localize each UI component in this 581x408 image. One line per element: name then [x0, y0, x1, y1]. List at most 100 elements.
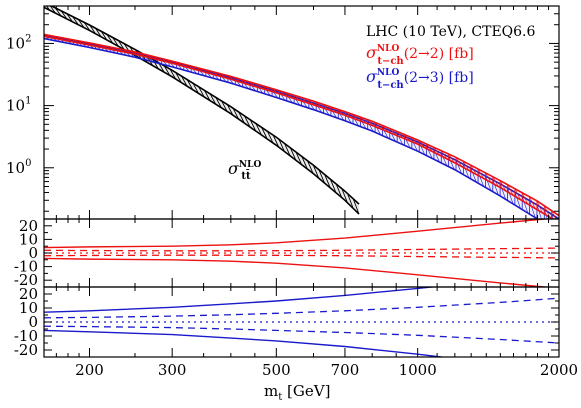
y-tick-label: 101 — [6, 96, 31, 115]
ratio-2to3-panel-frame — [43, 286, 560, 358]
hatch-line — [544, 209, 548, 219]
ratio-y-tick-label: -10 — [14, 258, 38, 276]
ratio-dashed-lower — [44, 325, 559, 344]
x-tick-label: 200 — [75, 361, 104, 379]
hatch-line — [226, 104, 234, 116]
ratio-y-tick-label: 0 — [28, 244, 38, 262]
hatch-line — [324, 174, 331, 189]
hatch-line — [536, 200, 543, 214]
hatch-line — [261, 127, 268, 140]
hatch-line — [536, 204, 542, 219]
hatch-line — [551, 210, 557, 219]
ratio-2to3-panel-series — [44, 287, 559, 357]
hatch-line — [198, 86, 205, 98]
ratio-solid-upper — [44, 219, 552, 249]
hatch-line — [463, 161, 470, 171]
hatch-line — [448, 153, 455, 163]
hatch-line — [433, 149, 440, 163]
hatch-line — [295, 151, 303, 165]
hatch-line — [477, 168, 484, 179]
band-fill-2to3 — [44, 35, 559, 219]
hatch-line — [152, 59, 159, 70]
x-tick-label: 500 — [262, 361, 291, 379]
band-upper-2to3 — [44, 34, 559, 219]
hatch-line — [485, 175, 492, 191]
ratio-dashed-upper — [44, 297, 559, 319]
ratio-y-tick-label: 20 — [19, 217, 38, 235]
axis-ticks: 200 300 500 700 1000 200010210110020100-10-20… — [6, 5, 578, 379]
hatch-line — [249, 119, 257, 132]
y-tick-label: 102 — [6, 33, 31, 52]
hatch-line — [455, 160, 462, 174]
hatch-line — [521, 192, 529, 205]
hatch-line — [112, 37, 119, 47]
x-tick-label: 2000 — [540, 361, 578, 379]
ratio-2to2-panel-series — [44, 219, 559, 287]
legend-entry-2to3: σNLO t−ch(2→3) [fb] — [366, 67, 474, 91]
band-hatch-2to3 — [44, 35, 554, 219]
hatch-line — [163, 65, 171, 76]
legend: LHC (10 TeV), CTEQ6.6 σNLO t−ch(2→2) [fb]… — [366, 24, 536, 91]
hatch-line — [232, 107, 240, 120]
hatch-line — [100, 31, 108, 41]
ratio-dashed-lower — [44, 254, 559, 259]
hatch-line — [485, 172, 492, 183]
hatch-line — [455, 157, 462, 167]
hatch-line — [477, 171, 484, 187]
hatch-line — [529, 200, 536, 218]
hatch-line — [341, 188, 348, 203]
ratio-y-tick-label: -20 — [14, 341, 38, 359]
ratio-solid-lower — [44, 329, 448, 357]
hatch-line — [492, 176, 499, 187]
hatch-line — [284, 143, 291, 157]
hatch-line — [307, 160, 314, 174]
hatch-line — [347, 193, 354, 209]
hatch-line — [244, 115, 251, 128]
band-lower-2to3 — [44, 37, 540, 219]
x-tick-label: 1000 — [399, 361, 437, 379]
legend-title: LHC (10 TeV), CTEQ6.6 — [366, 24, 536, 40]
hatch-line — [529, 196, 536, 209]
hatch-line — [499, 180, 507, 192]
ratio-dashed-upper — [44, 247, 559, 252]
x-tick-label: 300 — [158, 361, 187, 379]
hatch-line — [507, 184, 514, 196]
ratio-solid-upper — [44, 287, 439, 313]
hatch-line — [118, 40, 125, 50]
hatch-line — [106, 34, 114, 44]
ratio-y-tick-label: 10 — [19, 230, 38, 248]
hatch-line — [507, 187, 514, 205]
ttbar-label: σNLO tt̄ — [228, 159, 261, 182]
hatch-line — [301, 156, 308, 170]
hatch-line — [329, 178, 337, 193]
hatch-line — [266, 131, 274, 144]
hatch-line — [238, 111, 245, 124]
hatch-line — [352, 198, 360, 215]
hatch-line — [215, 97, 222, 109]
hatch-line — [95, 27, 102, 38]
hatch-line — [470, 164, 477, 175]
hatch-line — [521, 196, 529, 214]
hatch-line — [514, 188, 521, 200]
hatch-line — [499, 183, 507, 200]
ratio-y-tick-label: 10 — [19, 299, 38, 317]
legend-entry-2to2: σNLO t−ch(2→2) [fb] — [366, 43, 474, 67]
ratio-2to2-panel-frame — [43, 218, 560, 288]
hatch-line — [272, 134, 280, 148]
band-lower-ttbar — [44, 6, 360, 215]
ratio-y-tick-label: -20 — [14, 271, 38, 289]
ratio-solid-lower — [44, 257, 552, 287]
ratio-y-tick-label: 0 — [28, 313, 38, 331]
hatch-line — [192, 82, 199, 94]
hatch-line — [203, 90, 211, 101]
hatch-line — [470, 168, 477, 183]
hatch-line — [209, 93, 217, 105]
hatch-line — [492, 179, 499, 196]
hatch-line — [175, 72, 182, 83]
y-tick-label: 100 — [6, 158, 31, 177]
hatch-line — [186, 79, 194, 91]
hatch-line — [312, 164, 320, 179]
band-upper-2to2 — [44, 33, 559, 217]
band-lower-2to2 — [44, 35, 555, 219]
